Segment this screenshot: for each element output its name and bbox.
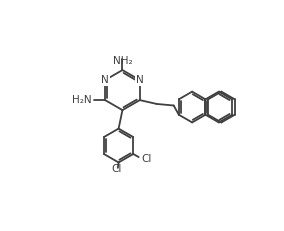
Text: H₂N: H₂N xyxy=(72,95,91,105)
Text: Cl: Cl xyxy=(112,164,122,174)
Text: NH₂: NH₂ xyxy=(113,56,132,66)
Text: N: N xyxy=(136,75,144,85)
Text: N: N xyxy=(101,75,109,85)
Text: Cl: Cl xyxy=(141,154,151,164)
